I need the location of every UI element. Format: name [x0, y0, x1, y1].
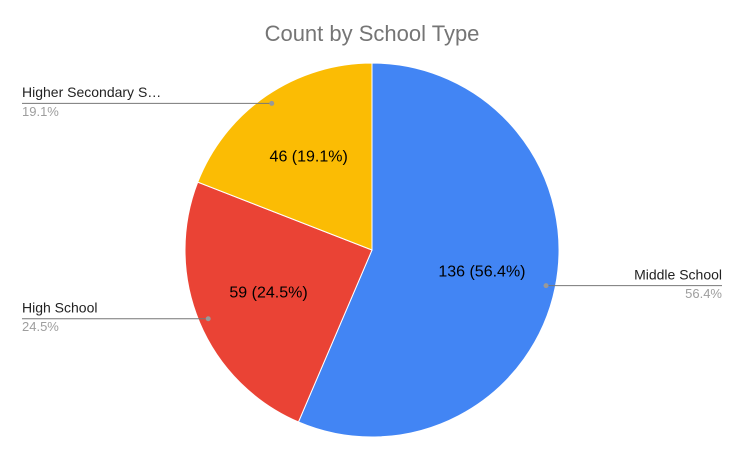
slice-label: 136 (56.4%) [438, 264, 525, 281]
legend-label: Middle School [634, 266, 722, 282]
percent-label: 56.4% [685, 286, 722, 301]
chart-title: Count by School Type [265, 21, 480, 46]
slice-label: 46 (19.1%) [270, 149, 348, 166]
percent-label: 24.5% [22, 319, 59, 334]
legend-label: High School [22, 299, 98, 315]
pie-slice [184, 181, 373, 423]
legend-label: Higher Secondary S… [22, 84, 161, 100]
leader-dot [205, 316, 211, 322]
leader-dot [269, 100, 275, 106]
slice-label: 59 (24.5%) [229, 285, 307, 302]
pie-slice [197, 62, 373, 251]
percent-label: 19.1% [22, 104, 59, 119]
leader-dot [543, 283, 549, 289]
pie-slice [297, 62, 560, 438]
